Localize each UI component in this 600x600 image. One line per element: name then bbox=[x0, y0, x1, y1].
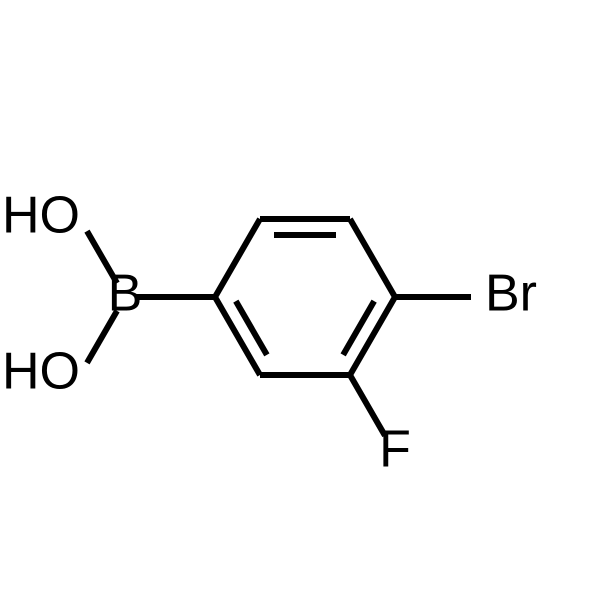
atom-label-b: B bbox=[108, 265, 143, 323]
atom-label-f: F bbox=[379, 421, 411, 479]
bond-line bbox=[350, 219, 395, 297]
atom-label-o1: HO bbox=[2, 187, 80, 245]
molecule-diagram: B HO HO Br F bbox=[0, 0, 600, 600]
bond-line bbox=[215, 219, 260, 297]
atom-label-br: Br bbox=[485, 265, 537, 323]
atom-label-o2: HO bbox=[2, 343, 80, 401]
